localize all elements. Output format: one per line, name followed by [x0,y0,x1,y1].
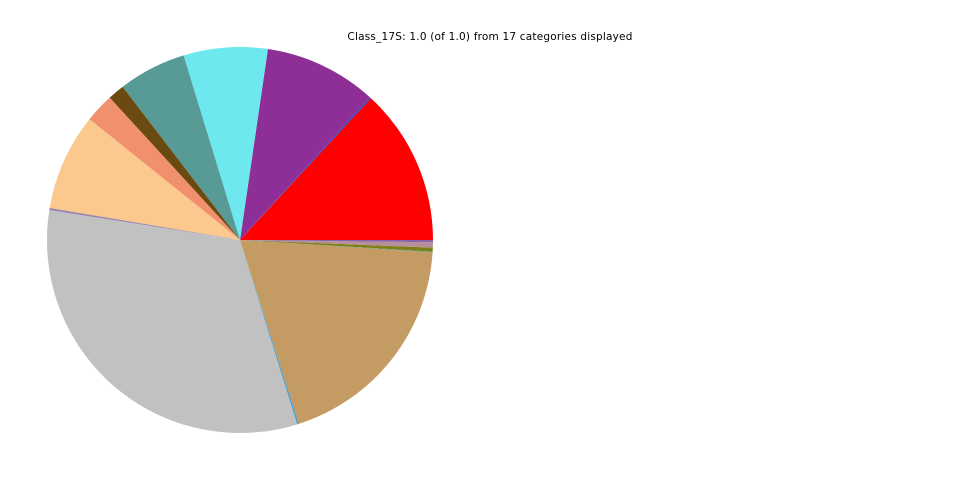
pie-slice-dark-brown [109,86,240,240]
pie-slice-slate-hairline [49,210,241,240]
pie-slice-violet-hairline [240,240,433,243]
pie-slice-gray [47,210,298,434]
pie-slice-purple [240,49,370,241]
pie-slice-red [240,98,433,240]
pie-slice-mauve [240,240,433,248]
pie-slice-olive [240,240,433,252]
pie-slice-blue-hairline [240,97,371,240]
pie-slice-cyan [183,46,268,240]
pie-slice-lavender-hairline [49,208,241,240]
pie-slice-sky-hairline [240,240,299,425]
pie-slice-teal [122,55,240,240]
pie-slice-seagreen-hairline [240,240,433,253]
pie-slice-salmon [89,97,240,240]
pie-slice-tan [240,240,433,424]
pie-slice-peach [49,119,240,240]
chart-title: Class_17S: 1.0 (of 1.0) from 17 categori… [347,31,633,43]
